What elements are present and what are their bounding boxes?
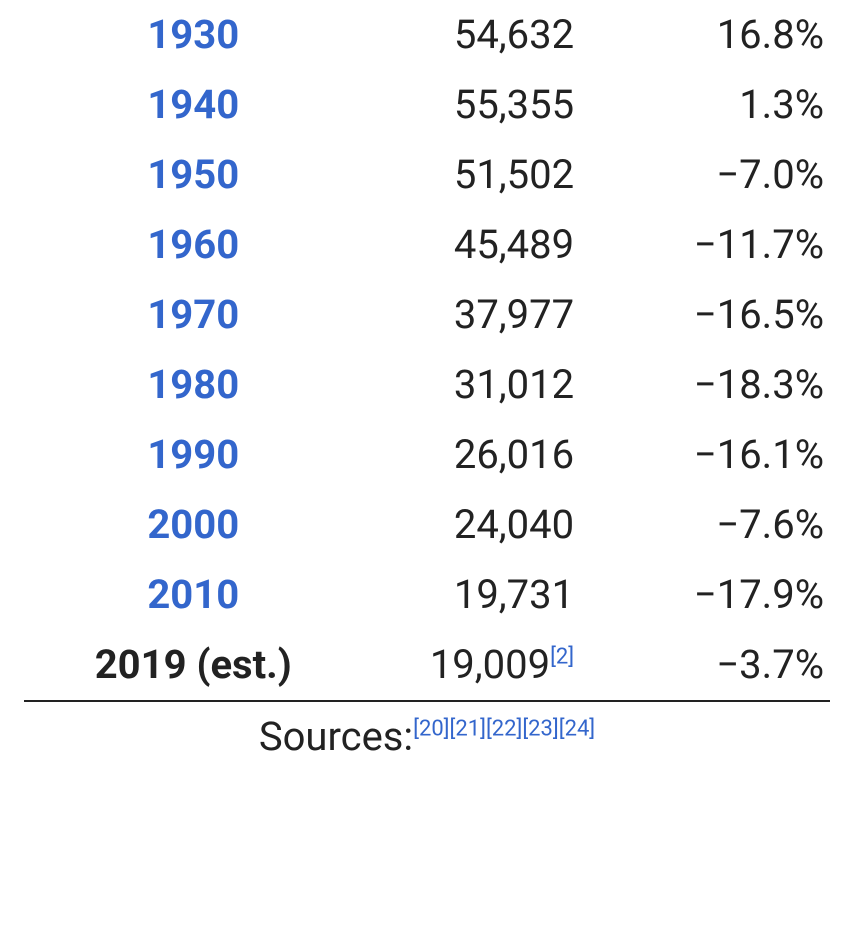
- citation-link[interactable]: [20]: [413, 717, 449, 742]
- year-link[interactable]: 1940: [147, 81, 239, 128]
- year-link[interactable]: 1970: [147, 291, 239, 338]
- year-text: 2019 (est.): [95, 641, 292, 688]
- year-link[interactable]: 1930: [147, 11, 239, 58]
- population-cell: 37,977: [363, 280, 581, 350]
- citation-link[interactable]: [21]: [450, 717, 486, 742]
- year-link[interactable]: 1960: [147, 221, 239, 268]
- table-row: 1950 51,502 −7.0%: [24, 140, 830, 210]
- change-cell: −7.0%: [580, 140, 830, 210]
- population-table: 1930 54,632 16.8% 1940 55,355 1.3% 1950 …: [24, 0, 830, 772]
- population-cell: 54,632: [363, 0, 581, 70]
- population-cell: 45,489: [363, 210, 581, 280]
- citation-link[interactable]: [2]: [550, 645, 574, 670]
- year-link[interactable]: 2010: [147, 571, 239, 618]
- table-row: 1970 37,977 −16.5%: [24, 280, 830, 350]
- sources-row: Sources:[20][21][22][23][24]: [24, 701, 830, 772]
- citation-link[interactable]: [22]: [486, 717, 522, 742]
- table-row: 1940 55,355 1.3%: [24, 70, 830, 140]
- table-row: 1960 45,489 −11.7%: [24, 210, 830, 280]
- change-cell: 16.8%: [580, 0, 830, 70]
- year-link[interactable]: 2000: [147, 501, 239, 548]
- year-link[interactable]: 1980: [147, 361, 239, 408]
- table-row: 2000 24,040 −7.6%: [24, 490, 830, 560]
- table-row: 2019 (est.) 19,009[2] −3.7%: [24, 630, 830, 701]
- year-link[interactable]: 1950: [147, 151, 239, 198]
- population-cell: 19,731: [363, 560, 581, 630]
- population-cell: 31,012: [363, 350, 581, 420]
- citation-link[interactable]: [24]: [559, 717, 595, 742]
- change-cell: −16.1%: [580, 420, 830, 490]
- population-cell: 55,355: [363, 70, 581, 140]
- change-cell: −7.6%: [580, 490, 830, 560]
- population-cell: 51,502: [363, 140, 581, 210]
- change-cell: −17.9%: [580, 560, 830, 630]
- year-link[interactable]: 1990: [147, 431, 239, 478]
- population-cell: 19,009[2]: [363, 630, 581, 701]
- population-cell: 24,040: [363, 490, 581, 560]
- table-row: 1930 54,632 16.8%: [24, 0, 830, 70]
- change-cell: −3.7%: [580, 630, 830, 701]
- change-cell: −16.5%: [580, 280, 830, 350]
- table-row: 1990 26,016 −16.1%: [24, 420, 830, 490]
- population-value: 19,009: [430, 641, 550, 688]
- table-row: 2010 19,731 −17.9%: [24, 560, 830, 630]
- citation-link[interactable]: [23]: [522, 717, 558, 742]
- change-cell: 1.3%: [580, 70, 830, 140]
- population-cell: 26,016: [363, 420, 581, 490]
- change-cell: −11.7%: [580, 210, 830, 280]
- sources-label: Sources:: [259, 713, 413, 760]
- change-cell: −18.3%: [580, 350, 830, 420]
- table-row: 1980 31,012 −18.3%: [24, 350, 830, 420]
